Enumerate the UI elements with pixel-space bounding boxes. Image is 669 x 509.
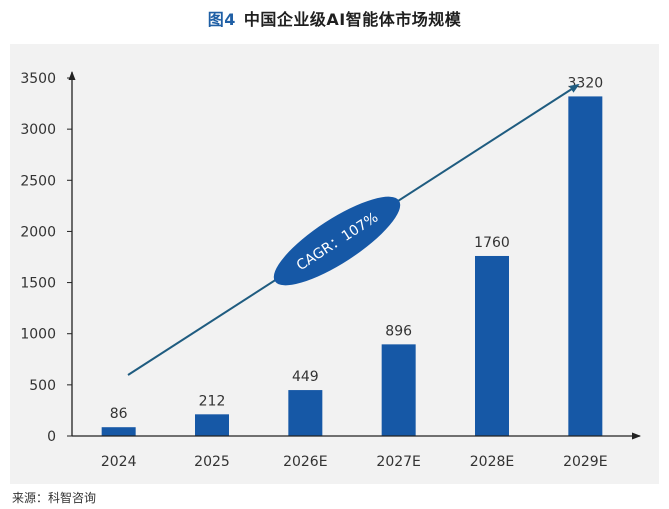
y-tick-label: 0 [47, 429, 56, 445]
bar-2026E [288, 390, 323, 436]
x-tick-label: 2025 [194, 454, 230, 470]
y-tick-label: 3000 [20, 122, 56, 138]
bar-value-label: 1760 [474, 235, 510, 251]
x-axis: 2024 2025 2026E 2027E 2028E 2029E [72, 432, 641, 470]
figure-label: 图4 [207, 10, 236, 29]
y-axis: 0 500 1000 1500 2000 2500 3000 3500 [20, 71, 76, 445]
y-tick-label: 2500 [20, 173, 56, 189]
bar-2025 [195, 414, 229, 436]
y-tick-label: 500 [29, 378, 56, 394]
bar-2024 [101, 427, 136, 436]
bar-value-label: 212 [199, 393, 226, 409]
bar-2028E [475, 255, 509, 436]
source-note: 来源：科智咨询 [12, 491, 97, 505]
y-tick-label: 1000 [20, 327, 56, 343]
x-tick-label: 2029E [563, 454, 607, 470]
chart-title: 图4 中国企业级AI智能体市场规模 [0, 6, 669, 30]
bar-2027E [381, 344, 416, 436]
bar-value-label: 449 [292, 369, 319, 385]
x-tick-label: 2026E [283, 454, 327, 470]
y-tick-label: 1500 [20, 276, 56, 292]
bar-2029E [568, 96, 603, 436]
cagr-ellipse [273, 196, 401, 286]
bar-value-label: 896 [385, 323, 412, 339]
cagr-annotation: CAGR：107% [273, 196, 401, 286]
x-tick-label: 2028E [470, 454, 514, 470]
x-tick-label: 2024 [101, 454, 137, 470]
y-tick-label: 2000 [20, 224, 56, 240]
x-tick-label: 2027E [376, 454, 420, 470]
y-tick-label: 3500 [20, 71, 56, 87]
bar-value-label: 86 [110, 406, 128, 422]
title-text: 中国企业级AI智能体市场规模 [243, 10, 462, 29]
